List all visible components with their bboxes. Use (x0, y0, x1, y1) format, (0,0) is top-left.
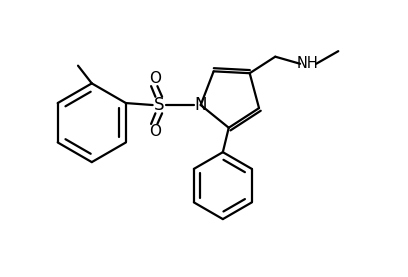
Text: N: N (195, 96, 207, 114)
Text: O: O (149, 124, 161, 139)
Text: S: S (154, 96, 164, 114)
Text: NH: NH (297, 56, 318, 71)
Text: O: O (149, 71, 161, 86)
